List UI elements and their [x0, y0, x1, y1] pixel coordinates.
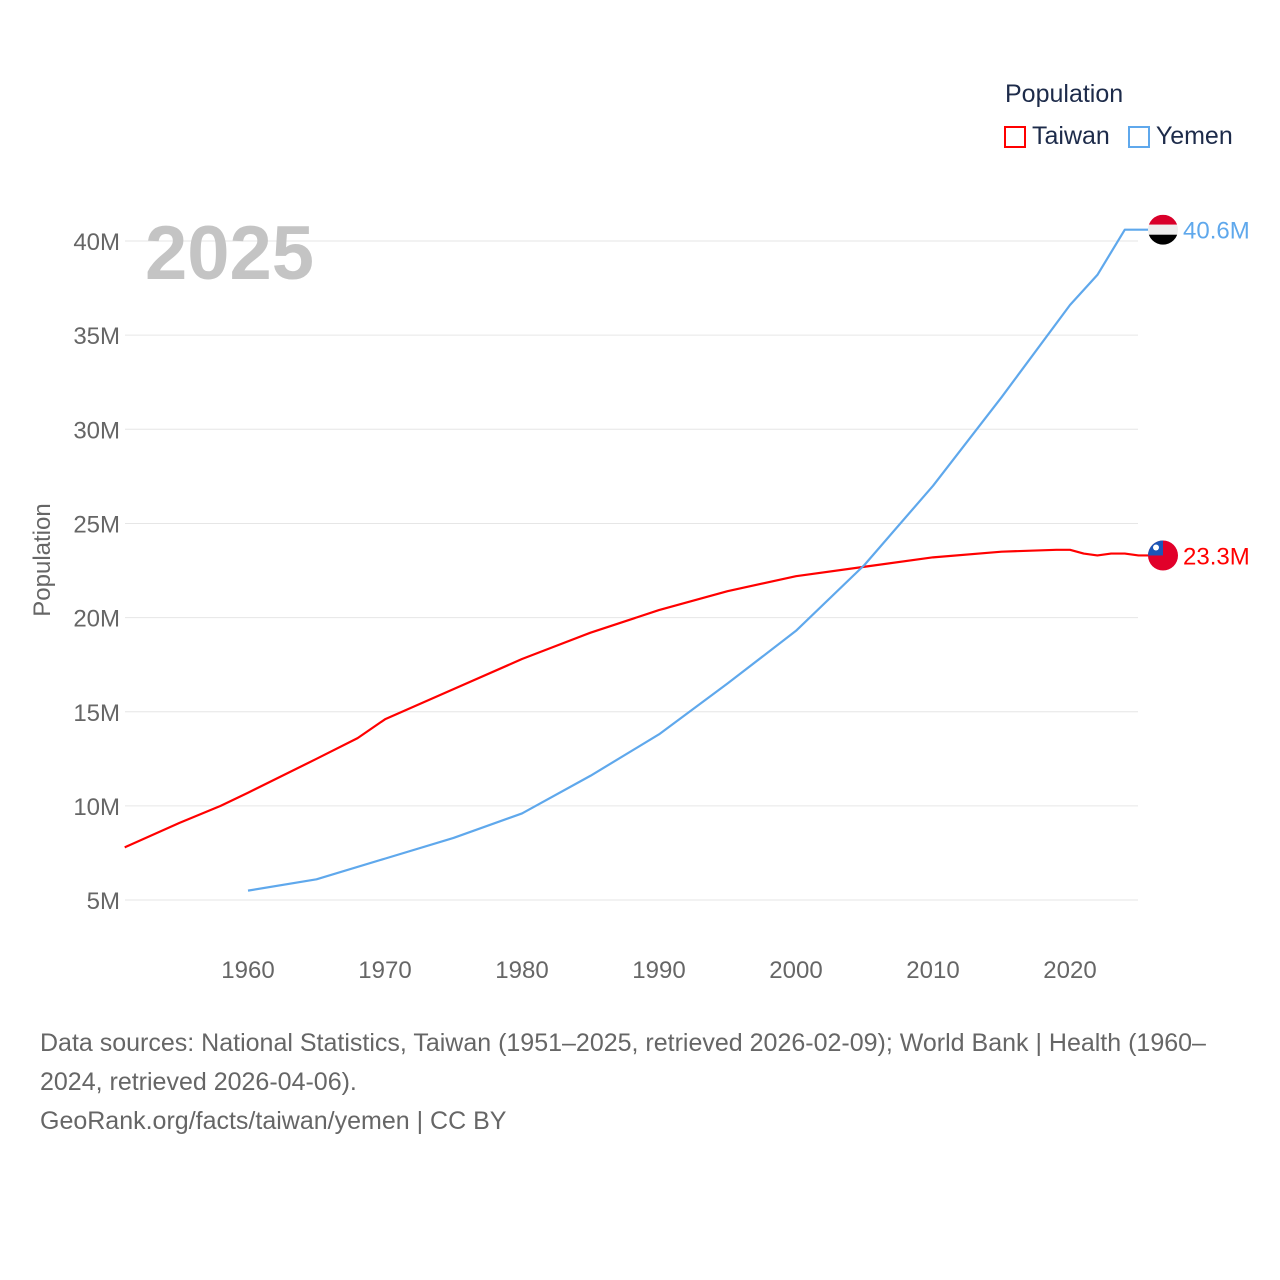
- legend: Taiwan Yemen: [1004, 122, 1251, 151]
- x-tick-label: 1960: [221, 957, 274, 984]
- x-tick-label: 2020: [1043, 957, 1096, 984]
- end-label-yemen: 40.6M: [1183, 218, 1250, 245]
- y-tick-label: 5M: [87, 888, 120, 915]
- legend-title: Population: [1005, 80, 1124, 108]
- y-axis-label: Population: [29, 503, 56, 616]
- end-label-taiwan: 23.3M: [1183, 543, 1250, 570]
- legend-swatch-yemen: [1127, 125, 1150, 148]
- yemen-flag-icon: [1148, 214, 1178, 245]
- x-tick-label: 1980: [495, 957, 548, 984]
- y-tick-label: 15M: [73, 700, 120, 727]
- legend-item-taiwan[interactable]: Taiwan: [1004, 122, 1110, 151]
- source-link[interactable]: GeoRank.org/facts/taiwan/yemen | CC BY: [40, 1107, 507, 1135]
- source-text: Data sources: National Statistics, Taiwa…: [40, 1029, 1206, 1096]
- legend-label: Yemen: [1155, 122, 1233, 150]
- legend-label: Taiwan: [1032, 122, 1110, 150]
- source-note: Data sources: National Statistics, Taiwa…: [40, 1024, 1260, 1141]
- x-tick-label: 1970: [358, 957, 411, 984]
- y-tick-label: 10M: [73, 794, 120, 821]
- legend-swatch-taiwan: [1004, 125, 1026, 148]
- y-tick-label: 40M: [73, 229, 120, 256]
- y-tick-label: 30M: [73, 417, 120, 444]
- x-tick-label: 2010: [906, 957, 959, 984]
- series-line-yemen: [247, 228, 1150, 892]
- series-line-taiwan: [124, 548, 1150, 849]
- x-tick-label: 2000: [769, 957, 822, 984]
- y-tick-label: 25M: [73, 511, 120, 538]
- legend-item-yemen[interactable]: Yemen: [1127, 122, 1233, 151]
- taiwan-flag-icon: [1148, 540, 1178, 571]
- y-tick-label: 20M: [73, 606, 120, 633]
- year-label: 2025: [145, 211, 315, 296]
- x-tick-label: 1990: [632, 957, 685, 984]
- y-tick-label: 35M: [73, 323, 120, 350]
